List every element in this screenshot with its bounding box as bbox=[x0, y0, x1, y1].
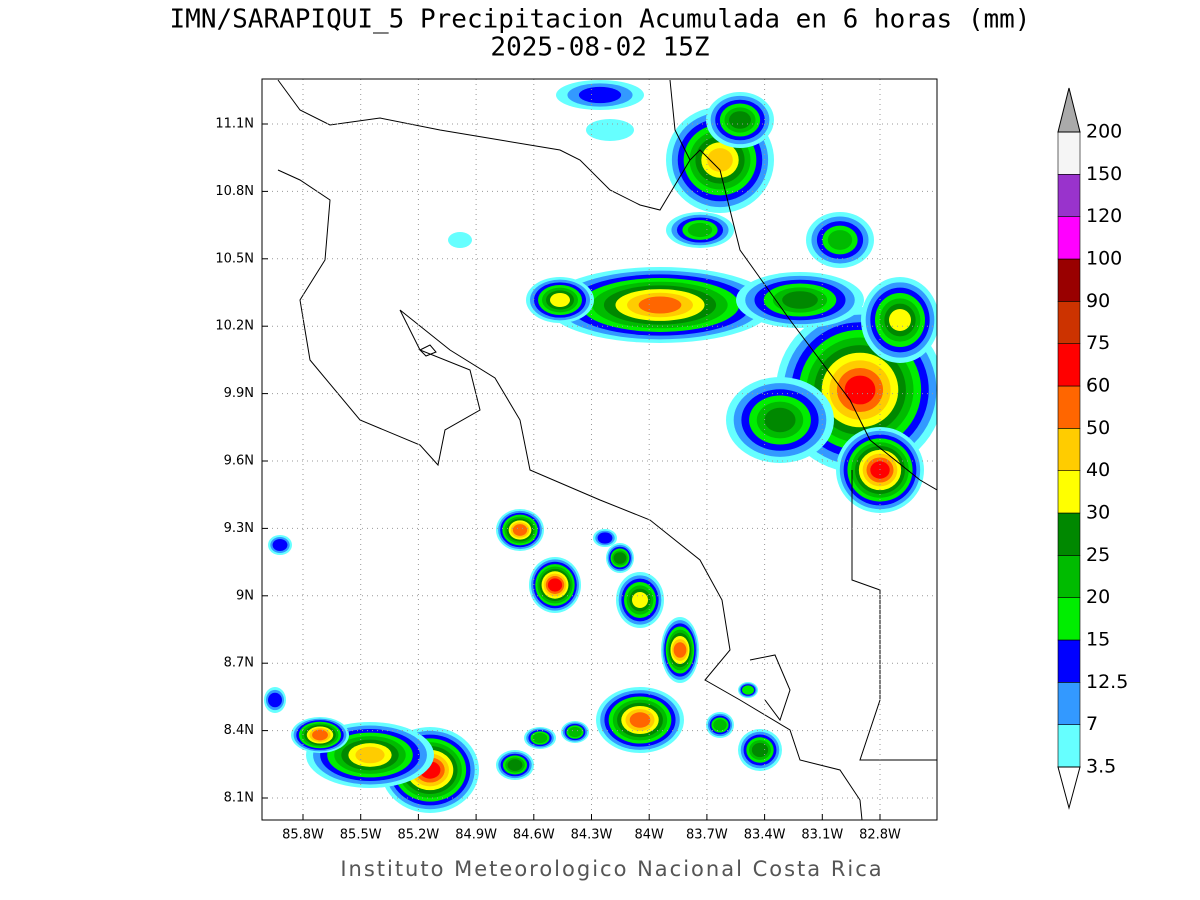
colorbar-label: 150 bbox=[1086, 163, 1122, 185]
colorbar-swatch bbox=[1057, 301, 1081, 344]
precip-cell bbox=[707, 148, 733, 172]
colorbar-label: 200 bbox=[1086, 121, 1122, 143]
precip-cell bbox=[827, 230, 853, 250]
lon-label: 83.1W bbox=[801, 828, 843, 843]
precip-cell bbox=[507, 759, 523, 771]
precip-cell bbox=[844, 375, 876, 405]
graticule: 11.1N 10.8N 10.5N 10.2N 9.9N 9.6N 9.3N 9N 8.7N 8.… bbox=[215, 79, 937, 843]
lon-label: 83.4W bbox=[744, 828, 786, 843]
colorbar-swatch bbox=[1057, 682, 1081, 725]
lat-label: 8.1N bbox=[224, 791, 254, 806]
colorbar-swatch bbox=[1057, 428, 1081, 471]
colorbar-label: 7 bbox=[1086, 713, 1098, 735]
colorbar-swatch bbox=[1057, 555, 1081, 598]
precip-cell bbox=[673, 642, 687, 658]
precip-cell bbox=[547, 578, 563, 592]
lat-label: 8.4N bbox=[224, 723, 254, 738]
colorbar-label: 40 bbox=[1086, 459, 1110, 481]
colorbar-over-arrow bbox=[1057, 87, 1081, 133]
precip-cell bbox=[312, 729, 328, 741]
lon-label: 85.8W bbox=[282, 828, 324, 843]
precip-cell bbox=[272, 539, 288, 551]
colorbar: 3.5 7 12.5 15 20 25 30 40 50 60 75 90 100 120 150 200 bbox=[1057, 87, 1128, 810]
lat-label: 9.3N bbox=[224, 521, 254, 536]
colorbar-swatch bbox=[1057, 470, 1081, 514]
footer: Instituto Meteorologico Nacional Costa R… bbox=[340, 857, 883, 881]
precip-cell bbox=[742, 685, 754, 695]
precip-cell bbox=[632, 592, 648, 608]
lat-label: 9.6N bbox=[224, 454, 254, 469]
colorbar-swatch bbox=[1057, 131, 1081, 175]
colorbar-swatch bbox=[1057, 597, 1081, 641]
lat-label: 8.7N bbox=[224, 656, 254, 671]
colorbar-label: 3.5 bbox=[1086, 756, 1116, 778]
lat-label: 10.2N bbox=[215, 319, 254, 334]
lon-label: 84.9W bbox=[455, 828, 497, 843]
colorbar-swatch bbox=[1057, 258, 1081, 302]
precip-cell bbox=[713, 719, 727, 731]
colorbar-swatch bbox=[1057, 724, 1081, 768]
colorbar-label: 15 bbox=[1086, 629, 1110, 651]
lon-label: 84.6W bbox=[513, 828, 555, 843]
colorbar-label: 60 bbox=[1086, 375, 1110, 397]
precip-cell bbox=[729, 111, 751, 129]
colorbar-label: 75 bbox=[1086, 332, 1110, 354]
colorbar-label: 100 bbox=[1086, 248, 1122, 270]
precip-cell bbox=[870, 461, 890, 479]
lon-label: 85.5W bbox=[340, 828, 382, 843]
precip-cell bbox=[448, 232, 472, 248]
coastlines bbox=[277, 79, 937, 820]
colorbar-label: 30 bbox=[1086, 502, 1110, 524]
lon-label: 84.3W bbox=[571, 828, 613, 843]
colorbar-swatch bbox=[1057, 174, 1081, 217]
colorbar-label: 50 bbox=[1086, 417, 1110, 439]
precip-cell bbox=[782, 291, 818, 309]
precip-cell bbox=[889, 309, 911, 331]
lat-label: 10.5N bbox=[215, 251, 254, 266]
colorbar-label: 120 bbox=[1086, 205, 1122, 227]
precip-cell bbox=[355, 746, 385, 764]
precip-cell bbox=[629, 712, 651, 728]
precip-cell bbox=[597, 532, 613, 544]
lon-label: 82.8W bbox=[859, 828, 901, 843]
title: IMN/SARAPIQUI_5 Precipitacion Acumulada … bbox=[170, 5, 1031, 35]
colorbar-label: 90 bbox=[1086, 290, 1110, 312]
precip-cell bbox=[687, 222, 713, 238]
colorbar-label: 25 bbox=[1086, 544, 1110, 566]
precip-cell bbox=[532, 732, 548, 744]
colorbar-swatch bbox=[1057, 639, 1081, 683]
colorbar-label: 12.5 bbox=[1086, 671, 1128, 693]
precip-cell bbox=[512, 524, 528, 536]
precip-cell bbox=[550, 293, 570, 307]
precip-cell bbox=[578, 86, 622, 104]
precip-cell bbox=[568, 726, 582, 738]
colorbar-swatch bbox=[1057, 512, 1081, 556]
lat-label: 9N bbox=[236, 588, 254, 603]
lon-label: 84W bbox=[634, 828, 664, 843]
precip-cell bbox=[268, 692, 282, 708]
precip-cell bbox=[764, 407, 796, 433]
colorbar-label: 20 bbox=[1086, 586, 1110, 608]
lon-label: 85.2W bbox=[397, 828, 439, 843]
subtitle: 2025-08-02 15Z bbox=[490, 33, 709, 63]
lon-label: 83.7W bbox=[686, 828, 728, 843]
precip-cell bbox=[613, 552, 627, 564]
precip-cell bbox=[586, 119, 634, 141]
precip-cell bbox=[638, 296, 682, 314]
colorbar-swatch bbox=[1057, 343, 1081, 387]
lat-label: 9.9N bbox=[224, 386, 254, 401]
colorbar-under-arrow bbox=[1057, 766, 1081, 810]
colorbar-swatch bbox=[1057, 216, 1081, 260]
lat-label: 10.8N bbox=[215, 184, 254, 199]
precip-field bbox=[264, 80, 937, 813]
precip-cell bbox=[751, 742, 769, 758]
colorbar-swatch bbox=[1057, 385, 1081, 429]
plot-frame bbox=[261, 78, 938, 821]
lat-label: 11.1N bbox=[215, 117, 254, 132]
